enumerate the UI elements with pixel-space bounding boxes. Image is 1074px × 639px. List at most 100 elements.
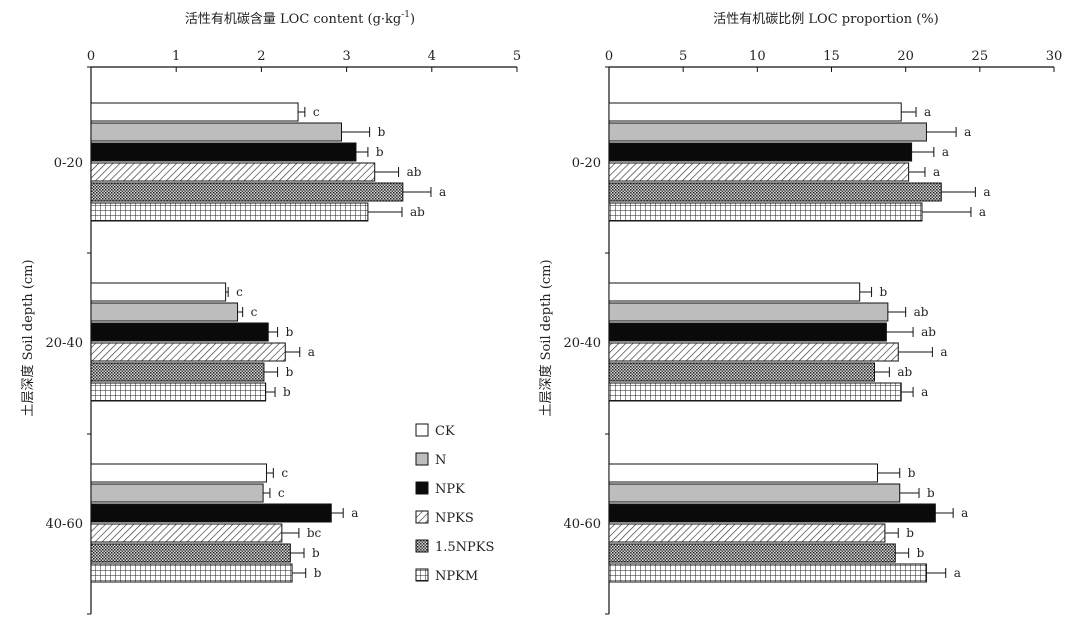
- right-x-tick-label: 25: [972, 49, 989, 64]
- legend-swatch: [415, 481, 429, 495]
- right-significance-label: ab: [921, 325, 936, 339]
- left-bar: [90, 563, 293, 583]
- left-significance-label: a: [351, 506, 358, 520]
- left-panel-title: 活性有机碳含量 LOC content (g·kg-1): [185, 10, 415, 27]
- right-chart-panel: 0 5 10 15 20 25 300-20aaaaaa20-40bababaaba40-6…: [564, 49, 1063, 615]
- legend-label: CK: [435, 424, 455, 439]
- right-category-label: 20-40: [564, 336, 601, 351]
- right-significance-label: a: [940, 345, 947, 359]
- right-x-tick-label: 15: [823, 49, 840, 64]
- left-significance-label: b: [376, 145, 384, 159]
- left-bar: [90, 362, 265, 382]
- left-bar: [90, 122, 342, 142]
- right-significance-label: b: [908, 466, 916, 480]
- right-bar: [608, 483, 901, 503]
- left-significance-label: ab: [407, 165, 422, 179]
- right-significance-label: a: [933, 165, 940, 179]
- right-bar: [608, 302, 889, 322]
- left-x-tick-label: 0: [87, 49, 95, 64]
- legend-swatch: [415, 452, 429, 466]
- legend-swatch: [415, 568, 429, 582]
- left-category-label: 20-40: [46, 336, 83, 351]
- right-bar: [608, 142, 913, 162]
- left-bar: [90, 162, 376, 182]
- left-bar: [90, 483, 264, 503]
- left-bar: [90, 142, 357, 162]
- right-bar: [608, 382, 902, 402]
- right-bar: [608, 162, 910, 182]
- left-significance-label: b: [283, 385, 291, 399]
- right-bar: [608, 362, 876, 382]
- right-significance-label: a: [961, 506, 968, 520]
- left-significance-label: c: [281, 466, 288, 480]
- left-x-tick-label: 5: [513, 49, 521, 64]
- left-significance-label: c: [236, 285, 243, 299]
- left-significance-label: b: [312, 546, 320, 560]
- right-significance-label: b: [927, 486, 935, 500]
- left-bar: [90, 302, 239, 322]
- right-x-tick-label: 30: [1046, 49, 1063, 64]
- left-bar: [90, 182, 404, 202]
- right-significance-label: a: [964, 125, 971, 139]
- right-bar: [608, 122, 927, 142]
- right-bar: [608, 282, 861, 302]
- right-significance-label: a: [983, 185, 990, 199]
- right-x-tick-label: 0: [605, 49, 613, 64]
- left-x-tick-label: 2: [257, 49, 265, 64]
- right-significance-label: a: [921, 385, 928, 399]
- right-significance-label: ab: [914, 305, 929, 319]
- left-bar: [90, 463, 268, 483]
- right-significance-label: a: [954, 566, 961, 580]
- right-x-tick-label: 5: [679, 49, 687, 64]
- legend-swatch: [415, 539, 429, 553]
- right-bar: [608, 463, 878, 483]
- right-bar: [608, 202, 923, 222]
- right-bar: [608, 342, 899, 362]
- right-bar: [608, 563, 927, 583]
- right-significance-label: a: [979, 205, 986, 219]
- left-significance-label: bc: [307, 526, 322, 540]
- left-y-axis-label: 土层深度 Soil depth (cm): [20, 259, 36, 416]
- left-significance-label: b: [286, 365, 294, 379]
- right-significance-label: b: [917, 546, 925, 560]
- legend-swatch: [415, 423, 429, 437]
- legend-swatch: [415, 510, 429, 524]
- left-x-tick-label: 1: [172, 49, 180, 64]
- right-significance-label: b: [880, 285, 888, 299]
- left-bar: [90, 102, 299, 122]
- left-x-tick-label: 4: [428, 49, 436, 64]
- right-bar: [608, 102, 902, 122]
- right-bar: [608, 543, 896, 563]
- right-category-label: 40-60: [564, 517, 601, 532]
- left-significance-label: c: [278, 486, 285, 500]
- left-x-tick-label: 3: [342, 49, 350, 64]
- left-significance-label: b: [286, 325, 294, 339]
- legend-label: NPKM: [435, 569, 478, 584]
- left-significance-label: a: [439, 185, 446, 199]
- right-x-tick-label: 10: [749, 49, 766, 64]
- right-panel-title: 活性有机碳比例 LOC proportion (%): [713, 12, 938, 27]
- legend: CK N NPK NPKS 1.5NPKS NPKM: [415, 423, 494, 584]
- right-category-label: 0-20: [572, 156, 601, 171]
- right-significance-label: b: [906, 526, 914, 540]
- legend-label: NPK: [435, 482, 465, 497]
- right-y-axis-label: 土层深度 Soil depth (cm): [538, 259, 554, 416]
- left-bar: [90, 342, 286, 362]
- legend-label: N: [435, 453, 446, 468]
- left-bar: [90, 382, 267, 402]
- left-category-label: 40-60: [46, 517, 83, 532]
- left-bar: [90, 523, 283, 543]
- right-significance-label: ab: [897, 365, 912, 379]
- right-bar: [608, 523, 886, 543]
- left-bar: [90, 282, 227, 302]
- left-bar: [90, 503, 332, 523]
- left-significance-label: a: [308, 345, 315, 359]
- left-bar: [90, 202, 369, 222]
- left-chart-panel: 0 1 2 3 4 50-20cbbabaab20-40ccbabb40-60ccabcb…: [46, 49, 521, 615]
- left-significance-label: ab: [410, 205, 425, 219]
- left-significance-label: c: [313, 105, 320, 119]
- right-bar: [608, 182, 942, 202]
- right-bar: [608, 322, 887, 342]
- left-significance-label: b: [314, 566, 322, 580]
